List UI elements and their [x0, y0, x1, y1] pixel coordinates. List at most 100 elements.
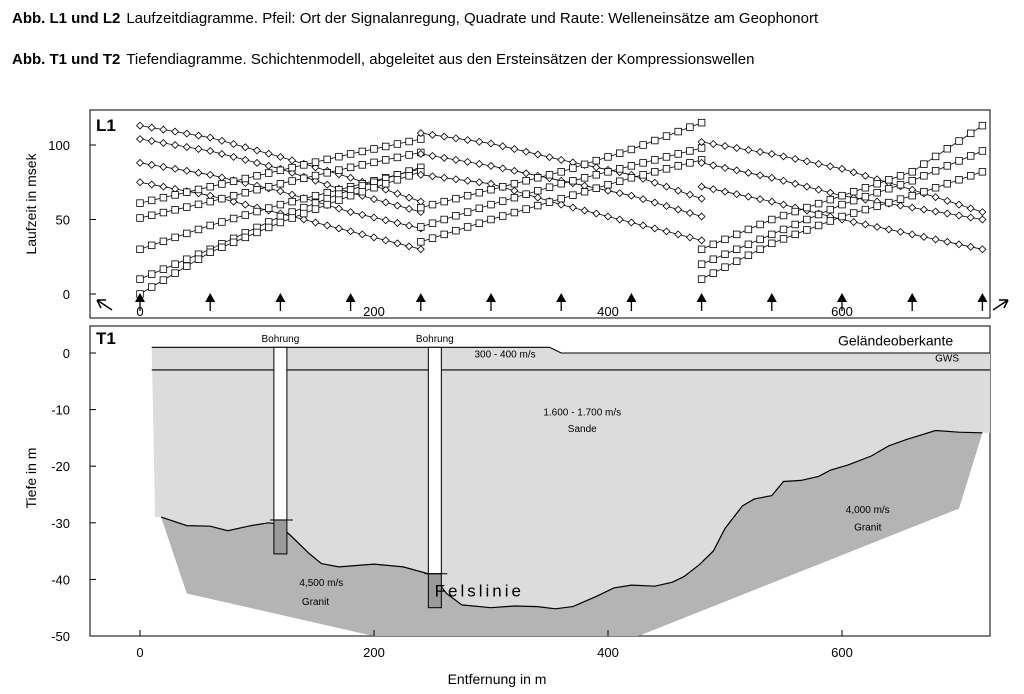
l1-square-marker: [779, 211, 788, 220]
l1-diamond-marker: [756, 171, 765, 180]
l1-diamond-marker: [311, 163, 320, 172]
l1-square-marker: [838, 212, 846, 221]
l1-square-marker: [662, 132, 671, 140]
chart-t1: Bohrung Bohrung Geländeoberkante GWS 300 - 4…: [23, 325, 991, 687]
l1-square-marker: [171, 206, 179, 214]
l1-y-tick-label: 50: [56, 213, 70, 228]
l1-square-marker: [194, 225, 203, 234]
t1-sand-layer: [151, 347, 990, 609]
l1-square-marker: [463, 208, 472, 216]
l1-diamond-marker: [650, 224, 659, 233]
l1-square-marker: [440, 230, 448, 239]
l1-square-marker: [159, 265, 168, 273]
l1-square-marker: [943, 145, 951, 153]
l1-diamond-marker: [545, 153, 554, 162]
l1-square-marker: [627, 162, 636, 170]
l1-diamond-marker: [791, 154, 800, 163]
l1-square-marker: [721, 250, 729, 258]
l1-square-marker: [955, 137, 963, 145]
l1-diamond-marker: [463, 157, 472, 166]
l1-diamond-marker: [264, 161, 273, 170]
l1-square-marker: [709, 255, 717, 263]
l1-square-marker: [931, 167, 940, 175]
l1-square-marker: [826, 205, 834, 214]
l1-diamond-marker: [943, 209, 952, 218]
l1-diamond-marker: [288, 156, 297, 165]
l1-diamond-marker: [323, 180, 332, 189]
l1-square-marker: [171, 233, 179, 242]
l1-square-marker: [510, 180, 519, 188]
l1-diamond-marker: [405, 193, 414, 202]
l1-diamond-marker: [709, 140, 718, 148]
l1-diamond-marker: [147, 137, 156, 145]
l1-square-marker: [850, 209, 858, 217]
l1-diamond-marker: [311, 218, 320, 227]
t1-y-axis-label: Tiefe in m: [23, 448, 39, 509]
l1-square-marker: [311, 191, 320, 200]
l1-series-line: [701, 125, 983, 250]
l1-diamond-marker: [943, 196, 952, 205]
l1-diamond-marker: [721, 142, 729, 150]
l1-diamond-marker: [416, 245, 425, 254]
l1-shot-arrow-head: [135, 293, 145, 302]
l1-square-marker: [967, 152, 975, 160]
l1-square-marker: [264, 169, 273, 177]
l1-square-marker: [335, 166, 343, 174]
l1-diamond-marker: [779, 200, 788, 209]
l1-square-marker: [229, 238, 238, 247]
l1-diamond-marker: [697, 212, 706, 221]
l1-square-marker: [908, 168, 916, 176]
l1-square-marker: [218, 194, 226, 203]
l1-square-marker: [300, 174, 308, 182]
l1-diamond-marker: [136, 158, 144, 167]
l1-diamond-marker: [767, 173, 776, 182]
l1-diamond-marker: [463, 136, 472, 144]
l1-square-marker: [967, 172, 975, 180]
l1-square-marker: [545, 198, 554, 206]
l1-x-tick-label: 400: [597, 304, 619, 319]
l1-square-marker: [475, 188, 483, 197]
l1-diamond-marker: [171, 164, 180, 173]
l1-diamond-marker: [136, 135, 144, 144]
l1-square-marker: [229, 191, 238, 200]
l1-square-marker: [850, 196, 858, 205]
l1-diamond-marker: [206, 146, 215, 155]
t1-x-tick-label: 400: [597, 645, 619, 660]
l1-diamond-marker: [884, 225, 893, 234]
l1-square-marker: [791, 207, 799, 216]
l1-shot-arrow-head: [556, 293, 567, 302]
l1-square-marker: [709, 269, 717, 277]
l1-square-marker: [417, 223, 425, 231]
l1-square-marker: [370, 184, 378, 192]
l1-diamond-marker: [194, 145, 203, 153]
l1-square-marker: [171, 191, 179, 199]
l1-diamond-marker: [697, 138, 706, 146]
t1-annotation: Geländeoberkante: [838, 333, 953, 349]
l1-square-marker: [276, 180, 285, 188]
l1-square-marker: [955, 157, 963, 165]
l1-square-marker: [381, 142, 390, 151]
l1-square-marker: [428, 234, 437, 242]
l1-square-marker: [136, 214, 144, 222]
l1-diamond-marker: [697, 236, 706, 245]
l1-diamond-marker: [498, 142, 507, 151]
l1-square-marker: [580, 174, 589, 182]
l1-diamond-marker: [463, 176, 472, 185]
l1-diamond-marker: [615, 215, 624, 224]
l1-square-marker: [662, 153, 671, 161]
l1-square-marker: [908, 177, 916, 185]
l1-diamond-marker: [685, 233, 694, 242]
l1-square-marker: [639, 141, 647, 149]
l1-diamond-marker: [662, 202, 671, 211]
l1-square-marker: [639, 159, 647, 167]
l1-square-marker: [651, 136, 659, 145]
l1-square-marker: [721, 235, 729, 244]
l1-square-marker: [241, 174, 249, 183]
l1-square-marker: [744, 251, 753, 259]
l1-square-marker: [814, 199, 823, 208]
l1-diamond-marker: [826, 162, 835, 171]
l1-square-marker: [943, 162, 951, 170]
l1-shot-arrow-head: [696, 293, 707, 302]
l1-diamond-marker: [650, 178, 659, 187]
l1-diamond-marker: [159, 162, 168, 171]
